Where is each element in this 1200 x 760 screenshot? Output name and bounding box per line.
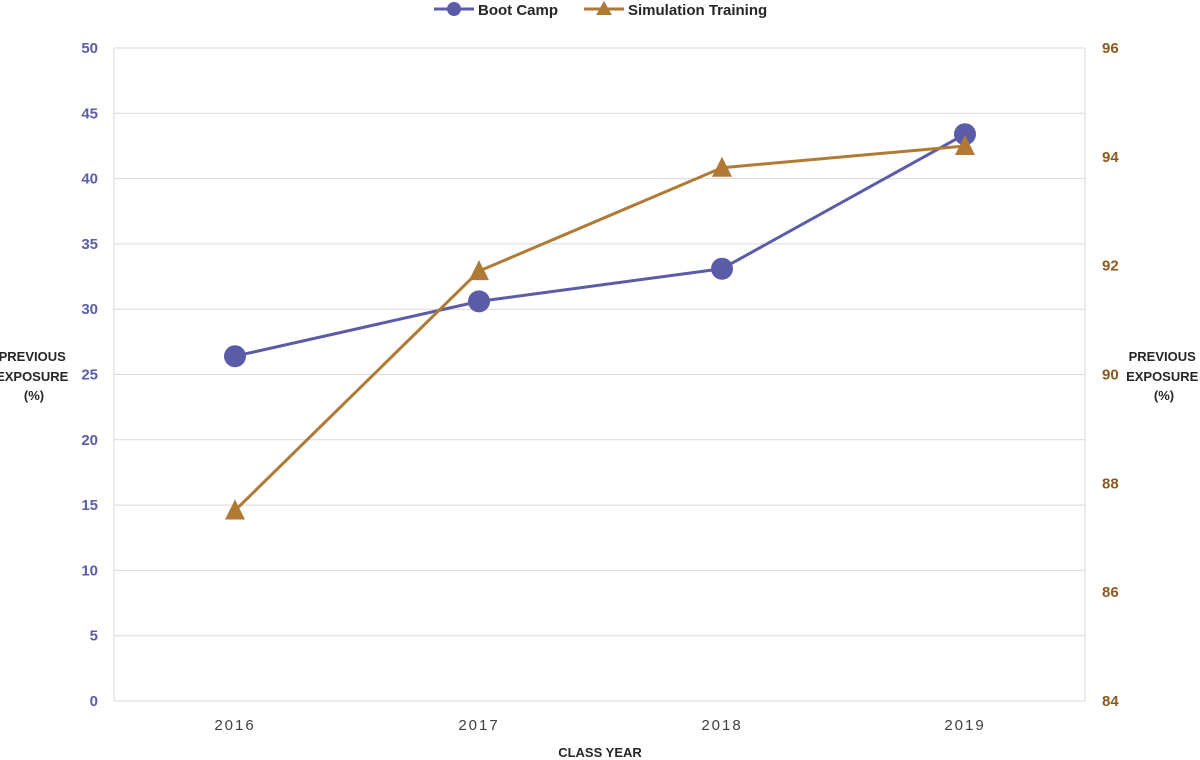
series-lines (233, 132, 966, 512)
left-y-tick-label: 30 (81, 301, 98, 318)
x-tick-label: 2019 (944, 717, 985, 734)
left-y-axis-title-line-3: (%) (24, 388, 44, 403)
data-point-simulation-training-2017 (469, 260, 489, 281)
left-y-tick-label: 35 (81, 236, 98, 253)
legend: Boot Camp Simulation Training (434, 1, 767, 19)
legend-simulation-training-triangle-icon (596, 1, 612, 15)
data-point-boot-camp-2018 (711, 257, 733, 280)
legend-item-simulation-training: Simulation Training (584, 1, 767, 19)
legend-boot-camp-label: Boot Camp (478, 2, 558, 19)
data-point-boot-camp-2019 (954, 123, 976, 146)
legend-boot-camp-circle-icon (447, 2, 461, 16)
left-y-axis-title: PREVIOUS EXPOSURE (%) (0, 349, 72, 403)
gridlines (114, 47, 1085, 702)
series-markers (224, 123, 976, 520)
right-y-axis-title: PREVIOUS EXPOSURE (%) (1126, 349, 1200, 403)
data-point-simulation-training-2018 (712, 156, 732, 177)
series-line-simulation-training (233, 144, 966, 512)
right-y-tick-label: 94 (1102, 149, 1119, 166)
left-y-tick-label: 20 (81, 432, 98, 449)
right-y-tick-label: 88 (1102, 475, 1119, 492)
x-tick-label: 2018 (701, 717, 742, 734)
legend-simulation-training-label: Simulation Training (628, 2, 767, 19)
data-point-simulation-training-2016 (225, 499, 245, 520)
data-point-boot-camp-2017 (468, 290, 490, 313)
left-y-tick-label: 10 (81, 562, 98, 579)
left-y-tick-label: 0 (90, 693, 98, 710)
left-y-tick-label: 45 (81, 105, 98, 122)
right-y-axis-title-line-2: EXPOSURE (1126, 369, 1199, 384)
series-line-boot-camp (234, 132, 966, 358)
right-y-tick-label: 86 (1102, 584, 1119, 601)
right-y-tick-label: 90 (1102, 367, 1119, 384)
legend-item-boot-camp: Boot Camp (434, 2, 558, 19)
left-y-axis-title-line-1: PREVIOUS (0, 349, 66, 364)
left-y-tick-label: 40 (81, 171, 98, 188)
right-y-axis: 84 86 88 90 92 94 96 (1084, 40, 1119, 710)
left-y-tick-label: 15 (81, 497, 98, 514)
right-y-axis-title-line-3: (%) (1154, 388, 1174, 403)
right-y-tick-label: 84 (1102, 693, 1119, 710)
left-y-tick-label: 5 (90, 628, 98, 645)
left-y-axis: 0 5 10 15 20 25 30 35 40 45 50 (81, 40, 115, 710)
x-tick-label: 2017 (458, 717, 499, 734)
left-y-axis-title-line-2: EXPOSURE (0, 369, 69, 384)
left-y-tick-label: 50 (81, 40, 98, 57)
x-axis: 2016 2017 2018 2019 (214, 717, 985, 734)
data-point-boot-camp-2016 (224, 345, 246, 368)
right-y-tick-label: 96 (1102, 40, 1119, 57)
left-y-tick-label: 25 (81, 367, 98, 384)
x-tick-label: 2016 (214, 717, 255, 734)
right-y-axis-title-line-1: PREVIOUS (1129, 349, 1197, 364)
x-axis-title: CLASS YEAR (558, 745, 642, 760)
data-point-simulation-training-2019 (955, 134, 975, 155)
right-y-tick-label: 92 (1102, 258, 1119, 275)
